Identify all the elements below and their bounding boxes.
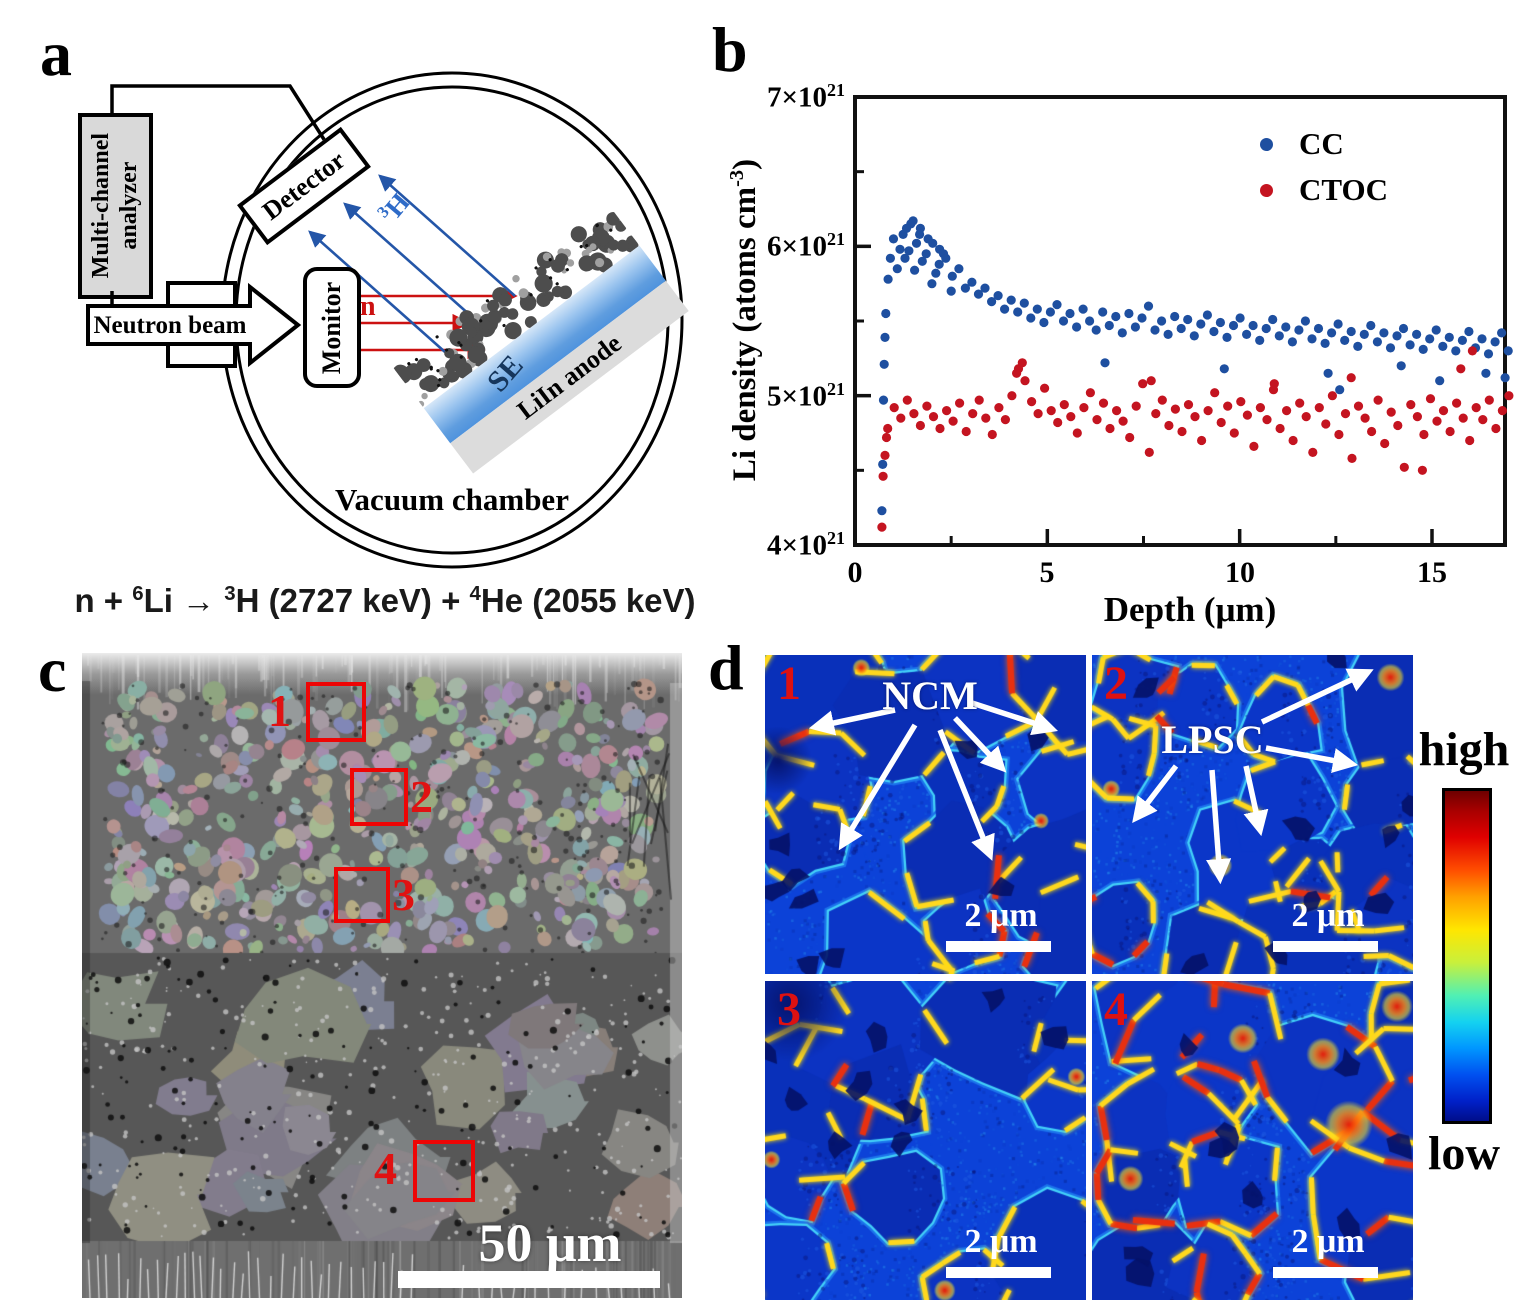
vacuum-chamber-label: Vacuum chamber (335, 482, 569, 517)
cc-legend-label: CC (1299, 126, 1344, 161)
panel-c-letter: c (38, 634, 67, 705)
li-map-region-3 (765, 981, 1086, 1300)
panel-a-letter: a (40, 18, 72, 89)
monitor-label: Monitor (317, 281, 347, 374)
tritium-rays (308, 174, 516, 353)
map-number-4: 4 (1104, 983, 1128, 1036)
map-number-2: 2 (1104, 657, 1128, 710)
region-number-1: 1 (268, 685, 291, 736)
panel-b-letter: b (712, 14, 748, 85)
sem-cross-section-image (82, 653, 682, 1298)
legend-item-cc: CC (1260, 126, 1344, 162)
neutron-rays (352, 286, 518, 360)
colorbar-high-label: high (1418, 723, 1510, 776)
sample-stack: SE LiIn anode (391, 202, 689, 474)
region-box-3 (334, 867, 390, 923)
x-axis-label: Depth (μm) (1103, 590, 1277, 629)
lpsc-label: LPSC (1161, 717, 1264, 762)
legend-item-ctoc: CTOC (1260, 172, 1388, 208)
map2-scalebar (1273, 941, 1378, 952)
map4-scalebar (1273, 1267, 1378, 1278)
neutron-beam-label: Neutron beam (93, 312, 247, 339)
panel-d-letter: d (708, 632, 744, 703)
cathode-particle-layer (392, 212, 639, 408)
map1-scalebar-label: 2 μm (964, 897, 1038, 934)
monitor-box: Monitor (303, 267, 361, 388)
region-box-2 (350, 768, 408, 826)
y-tick-5e21: 5×1021 (767, 379, 845, 413)
map-number-1: 1 (777, 657, 801, 710)
sem-scalebar-label: 50 μm (478, 1213, 622, 1273)
y-axis-label: Li density (atoms cm-3) (726, 158, 763, 482)
multi-channel-analyzer-box: Multi-channel analyzer (78, 113, 153, 299)
colorbar-low-label: low (1428, 1127, 1500, 1180)
map-number-3: 3 (777, 983, 801, 1036)
y-tick-4e21: 4×1021 (767, 528, 845, 562)
neutron-label: n (360, 291, 376, 322)
nuclear-reaction-equation: n + 6Li → 3H (2727 keV) + 4He (2055 keV) (74, 582, 696, 619)
detector-wire (110, 84, 334, 153)
neutron-beam-arrow (86, 282, 302, 368)
x-tick-5: 5 (1039, 556, 1055, 589)
map4-scalebar-label: 2 μm (1291, 1223, 1365, 1260)
region-box-4 (413, 1140, 475, 1202)
map3-scalebar (946, 1267, 1051, 1278)
cc-marker-icon (1260, 137, 1273, 151)
y-tick-7e21: 7×1021 (767, 80, 845, 114)
li-map-region-4 (1092, 981, 1413, 1300)
region-number-4: 4 (374, 1143, 397, 1194)
region-number-3: 3 (392, 869, 415, 920)
ctoc-marker-icon (1260, 183, 1273, 197)
region-box-1 (306, 682, 366, 742)
x-tick-15: 15 (1417, 556, 1447, 589)
ncm-label: NCM (882, 673, 978, 718)
sem-scalebar (398, 1271, 660, 1288)
colorbar (1442, 788, 1492, 1124)
ctoc-legend-label: CTOC (1299, 172, 1389, 207)
x-tick-0: 0 (847, 556, 863, 589)
map2-scalebar-label: 2 μm (1291, 897, 1365, 934)
map3-scalebar-label: 2 μm (964, 1223, 1038, 1260)
map1-scalebar (946, 941, 1051, 952)
x-tick-10: 10 (1225, 556, 1255, 589)
y-tick-6e21: 6×1021 (767, 229, 845, 263)
region-number-2: 2 (410, 771, 433, 822)
